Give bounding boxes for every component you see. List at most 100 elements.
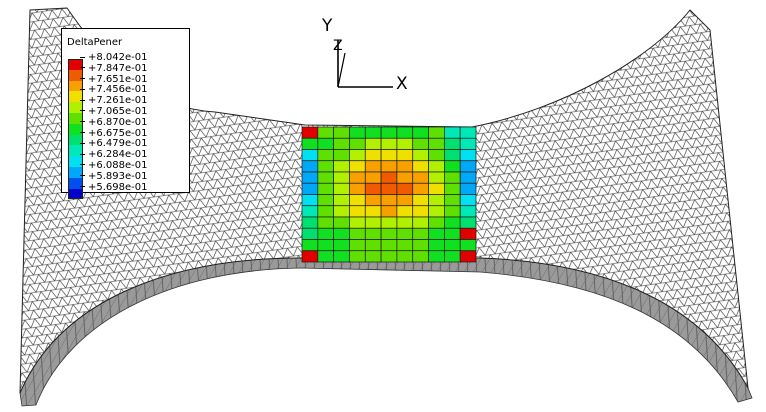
contour-cell: [412, 205, 429, 218]
contour-cell: [333, 149, 350, 162]
legend-swatch: [68, 156, 83, 167]
contour-cell: [317, 250, 334, 263]
contour-cell: [412, 227, 429, 240]
contour-cell: [364, 137, 382, 150]
contour-cell: [380, 239, 398, 252]
legend-title: DeltaPener: [67, 37, 123, 48]
contour-cell: [364, 171, 382, 184]
contour-cell: [380, 250, 398, 263]
contour-cell: [428, 205, 445, 218]
contour-cell: [428, 137, 445, 150]
coordinate-triad: [337, 40, 393, 88]
legend-value-label: +5.893e-01: [86, 171, 188, 183]
contour-cell: [459, 239, 477, 252]
contour-cell: [301, 149, 319, 162]
contour-cell: [349, 137, 366, 150]
contour-cell: [349, 250, 366, 263]
contour-cell: [380, 182, 398, 195]
contour-cell: [459, 171, 477, 184]
contour-cell: [349, 160, 366, 173]
contour-cell: [459, 227, 477, 240]
contour-cell: [412, 194, 429, 207]
contour-cell: [364, 239, 382, 252]
contour-cell: [301, 250, 319, 263]
contour-cell: [459, 205, 477, 218]
contour-cell: [301, 182, 319, 195]
contour-cell: [301, 227, 319, 240]
contour-cell: [301, 239, 319, 252]
triad-y-label: Y: [322, 16, 333, 36]
contour-cell: [333, 194, 350, 207]
contour-cell: [428, 239, 445, 252]
contour-cell: [301, 205, 319, 218]
contour-cell: [396, 239, 414, 252]
contour-cell: [380, 160, 398, 173]
contour-cell: [396, 227, 414, 240]
legend-swatch: [68, 188, 83, 200]
legend-value-label: +8.042e-01: [86, 52, 188, 64]
contour-cell: [364, 126, 382, 139]
contour-cell: [444, 182, 461, 195]
contour-cell: [444, 137, 461, 150]
contour-cell: [333, 137, 350, 150]
contour-cell: [396, 194, 414, 207]
legend-labels: +8.042e-01 +7.847e-01 +7.651e-01 +7.456e-01…: [86, 52, 188, 193]
legend-swatch: [68, 145, 83, 157]
legend-swatch: [68, 112, 83, 124]
contour-cell: [459, 216, 477, 229]
legend-value-label: +7.065e-01: [86, 106, 188, 118]
legend-value-label: +7.651e-01: [86, 74, 188, 86]
contour-cell: [349, 126, 366, 139]
contour-cell: [459, 126, 477, 139]
contour-cell: [317, 160, 334, 173]
contour-cell: [317, 216, 334, 229]
legend-swatch: [68, 69, 83, 81]
contour-cell: [459, 137, 477, 150]
legend-swatch: [68, 91, 83, 103]
contour-cell: [317, 227, 334, 240]
contour-cell: [317, 126, 334, 139]
legend-swatch: [68, 134, 83, 146]
contour-cell: [396, 250, 414, 263]
contour-cell: [396, 216, 414, 229]
contour-cell: [301, 216, 319, 229]
legend-value-label: +7.456e-01: [86, 85, 188, 96]
contour-cell: [364, 250, 382, 263]
contour-cell: [317, 137, 334, 150]
contour-cell: [333, 205, 350, 218]
contour-cell: [380, 171, 398, 184]
contour-cell: [396, 126, 414, 139]
contour-cell: [412, 149, 429, 162]
contour-cell: [333, 126, 350, 139]
contour-cell: [349, 182, 366, 195]
contour-cell: [364, 182, 382, 195]
contour-cell: [396, 182, 414, 195]
triad-x-label: X: [396, 74, 408, 94]
legend-value-label: +6.870e-01: [86, 117, 188, 129]
contour-cell: [317, 239, 334, 252]
contour-cell: [380, 149, 398, 162]
contour-cell: [349, 171, 366, 184]
triad-z-label: Z: [333, 38, 343, 54]
contour-cell: [301, 171, 319, 184]
contour-cell: [444, 216, 461, 229]
contour-cell: [317, 194, 334, 207]
contour-cell: [428, 149, 445, 162]
contour-cell: [364, 149, 382, 162]
contour-cell: [396, 137, 414, 150]
contour-region: [301, 126, 477, 263]
legend-swatch: [68, 80, 83, 92]
contour-cell: [364, 205, 382, 218]
contour-cell: [444, 250, 461, 263]
contour-cell: [349, 227, 366, 240]
legend-value-label: +6.284e-01: [86, 149, 188, 161]
legend-swatch: [68, 177, 83, 189]
contour-cell: [459, 182, 477, 195]
contour-cell: [333, 216, 350, 229]
contour-cell: [396, 171, 414, 184]
contour-cell: [459, 160, 477, 173]
contour-cell: [459, 194, 477, 207]
contour-cell: [444, 194, 461, 207]
triad-z-axis: [337, 52, 346, 88]
contour-legend: DeltaPener +8.042e-01 +7.847e-01 +7.651e-0…: [61, 28, 190, 200]
